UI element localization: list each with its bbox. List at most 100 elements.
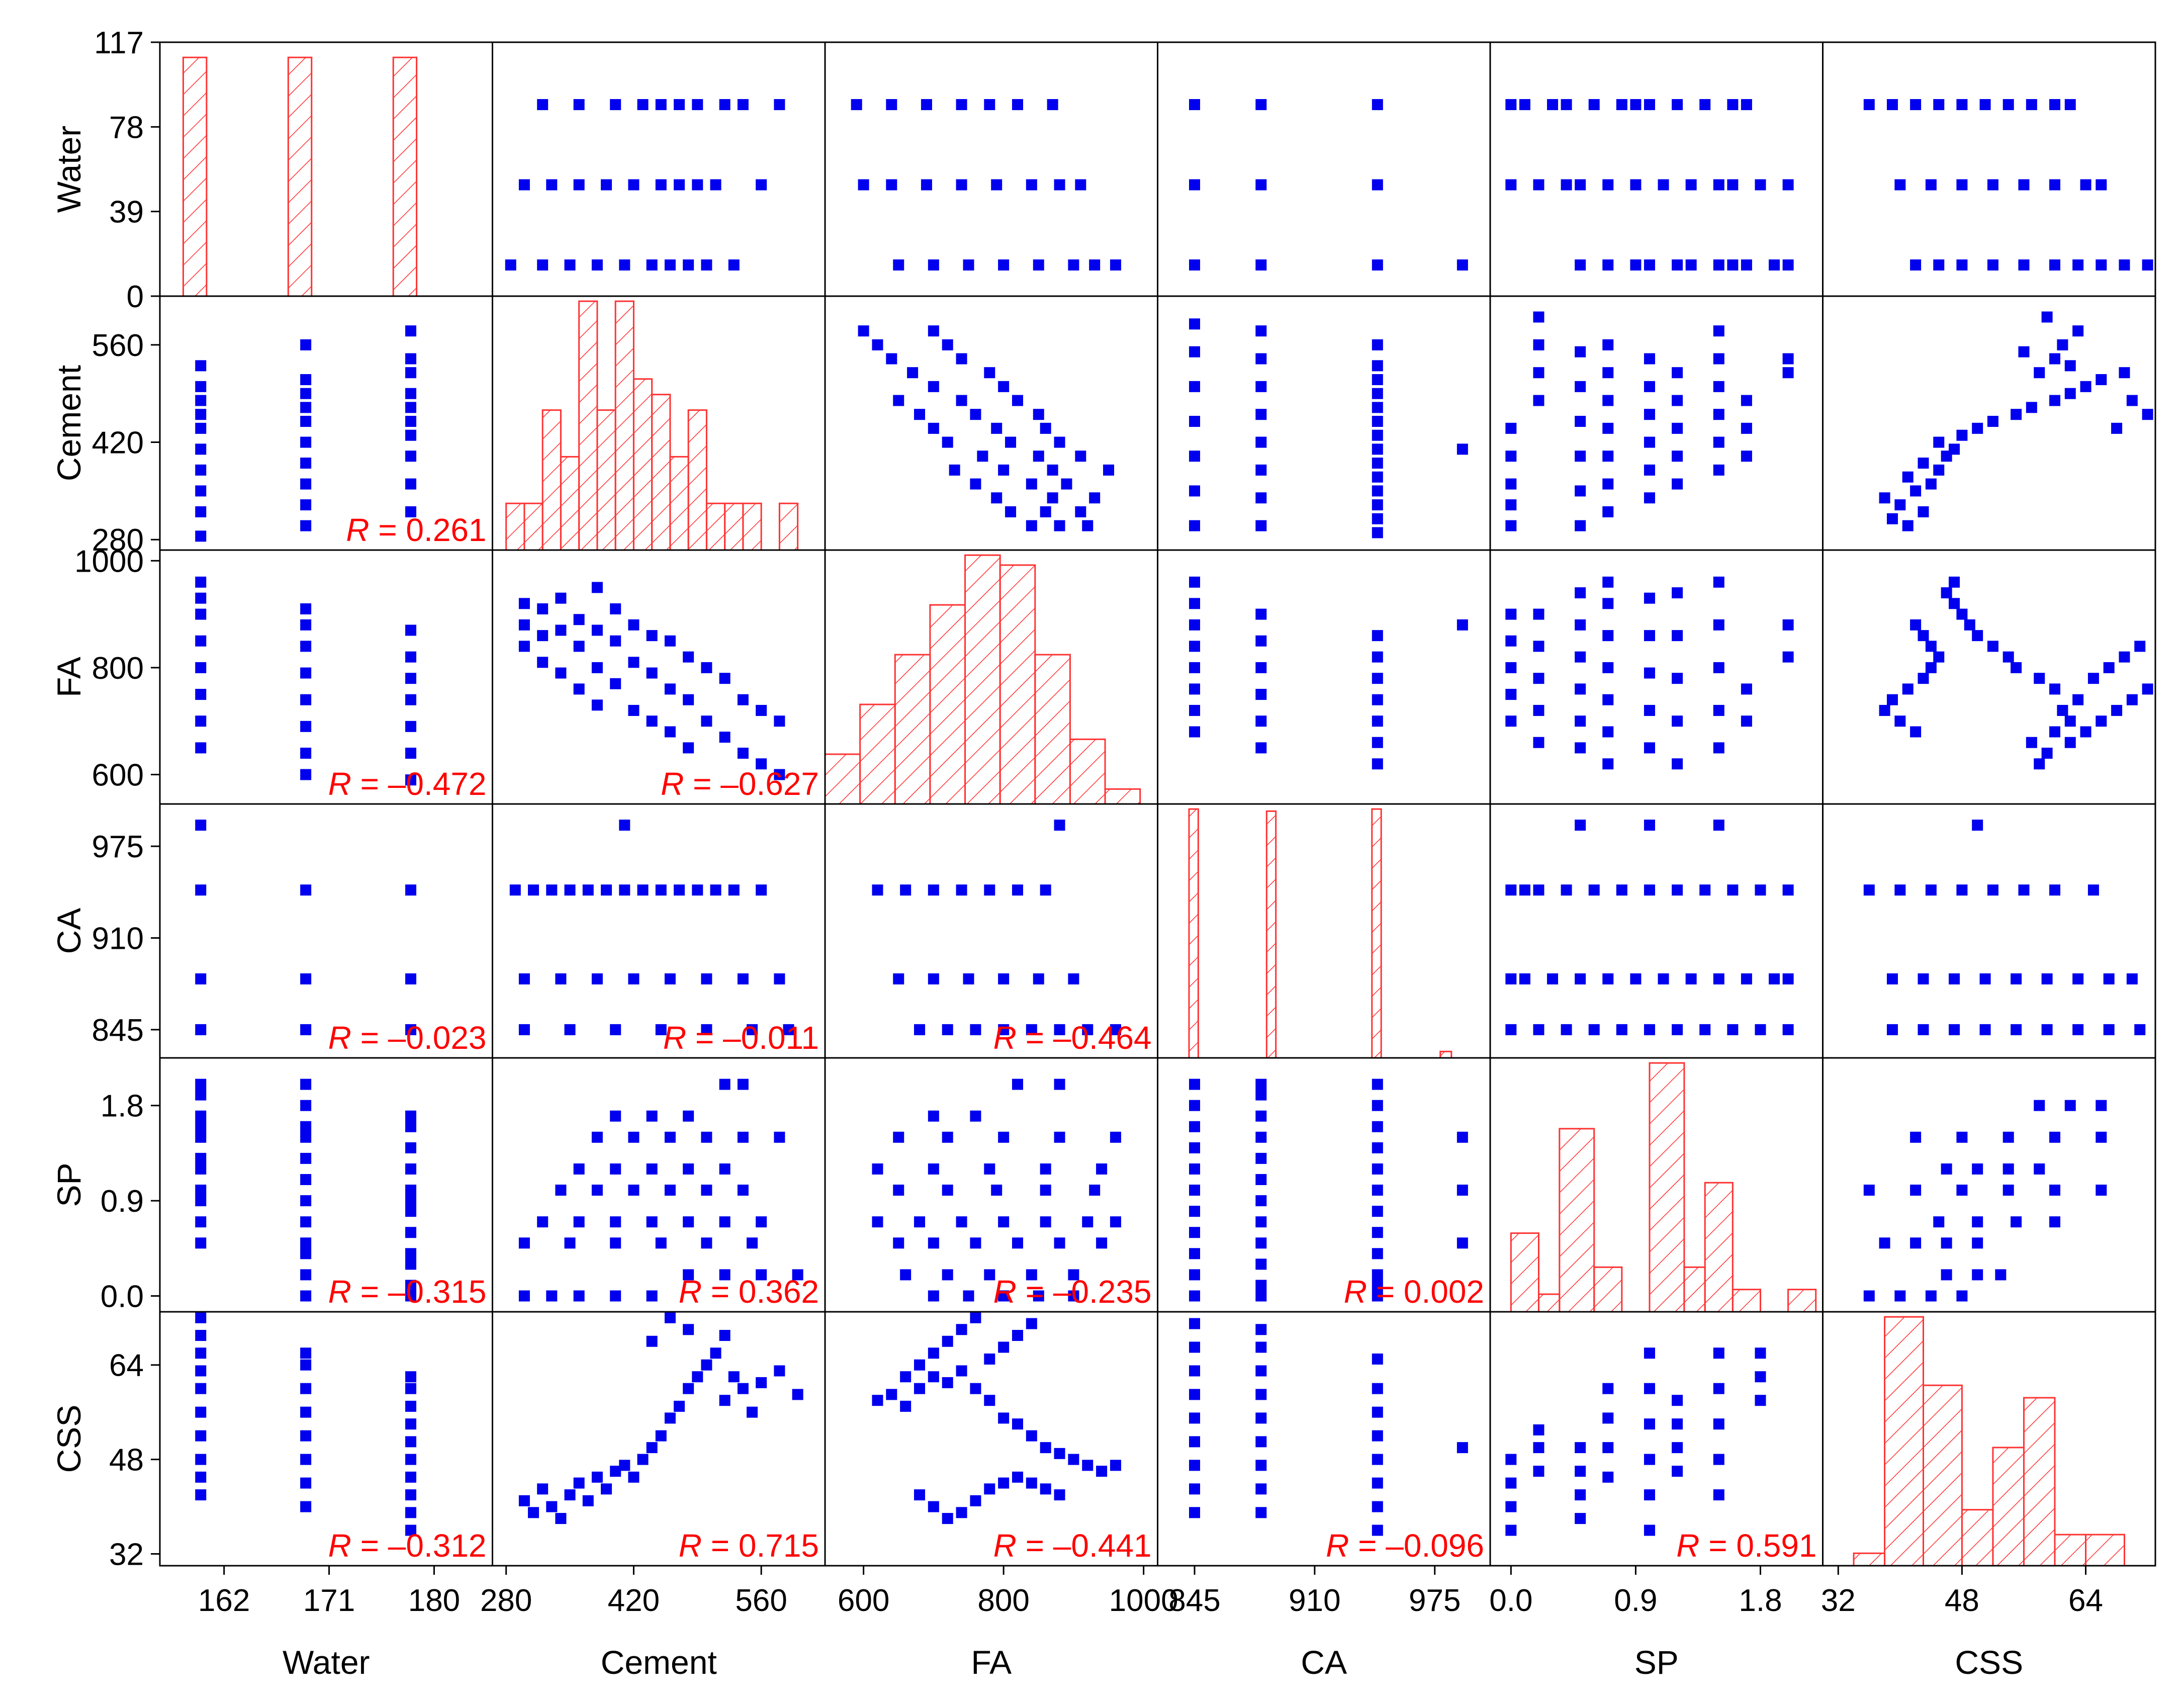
scatter-point [1755,1371,1766,1383]
scatter-point [719,1216,731,1228]
scatter-point [970,1237,981,1249]
x-tick-label: 600 [838,1583,889,1618]
scatter-point [674,884,685,896]
scatter-point [1372,443,1383,455]
scatter-point [2072,694,2084,705]
scatter-point [1533,641,1544,652]
scatter-point [1713,619,1724,631]
scatter-point [701,1131,712,1143]
x-axis-title-cement: Cement [601,1644,717,1681]
scatter-point [1575,451,1586,462]
scatter-point [405,624,417,636]
scatter-point [1189,485,1200,497]
scatter-point [942,1185,953,1196]
scatter-point [1755,179,1766,191]
hist-bar-cement-3 [560,456,580,551]
scatter-point [591,259,603,271]
scatter-point [646,630,658,642]
scatter-point [1026,1430,1037,1442]
scatter-point [1189,1290,1200,1302]
scatter-point [591,1471,603,1483]
scatter-point [1972,1237,1983,1249]
scatter-point [1033,451,1044,462]
hist-bar-cement-6 [614,300,634,551]
scatter-point [2072,325,2084,337]
scatter-point [1054,1448,1065,1459]
x-tick-label: 420 [608,1583,660,1618]
scatter-point [928,259,939,271]
cell-frame [492,41,826,297]
scatter-point [1054,1237,1065,1249]
y-tick-label: 0.9 [101,1184,144,1219]
scatter-point [1644,704,1655,716]
scatter-point [1672,587,1683,599]
scatter-point [573,683,585,695]
scatter-point [942,1131,953,1143]
scatter-point [1189,520,1200,531]
scatter-point [719,1329,731,1341]
scatter-point [1189,1079,1200,1090]
scatter-point [970,1024,981,1035]
scatter-point [737,1185,749,1196]
scatter-point [1047,464,1058,476]
scatter-point [195,1348,207,1359]
hist-bar-cement-7 [632,378,653,551]
scatter-point [1255,1216,1267,1228]
scatter-point [1372,1142,1383,1153]
scatter-point [737,1131,749,1143]
scatter-point [1672,259,1683,271]
scatter-point [942,1335,953,1347]
scatter-point [628,619,640,631]
x-tick-label: 32 [1821,1583,1856,1618]
scatter-point [1863,1290,1875,1302]
scatter-point [655,179,667,191]
scatter-point [1644,1418,1655,1430]
scatter-point [555,1513,567,1524]
scatter-point [756,884,767,896]
scatter-point [2049,1185,2061,1196]
scatter-point [998,464,1010,476]
hist-bar-css-1 [1884,1316,1924,1567]
scatter-point [1189,1121,1200,1132]
scatter-point [300,416,312,427]
scatter-point [1040,1216,1051,1228]
x-axis-title-css: CSS [1955,1644,2023,1681]
scatter-point [998,1412,1010,1424]
scatter-point [1933,1216,1945,1228]
scatter-point [1602,630,1614,642]
scatter-point [2072,973,2084,984]
scatter-point [984,1269,995,1281]
scatter-point [1372,694,1383,705]
scatter-point [405,451,417,462]
hist-bar-cement-4 [578,300,598,551]
x-tick-label: 800 [977,1583,1029,1618]
scatter-point [1533,1466,1544,1477]
scatter-point [963,1290,974,1302]
scatter-point [300,1269,312,1281]
scatter-point [893,973,904,984]
scatter-point [1255,464,1267,476]
scatter-point [300,1477,312,1489]
scatter-point [1713,353,1724,365]
scatter-point [1644,884,1655,896]
scatter-point [1189,619,1200,631]
scatter-point [921,179,932,191]
scatter-point [893,1185,904,1196]
cell-frame [159,41,493,297]
scatter-point [737,1383,749,1394]
scatter-point [1372,1383,1383,1394]
scatter-point [928,325,939,337]
scatter-point [2064,99,2076,111]
scatter-point [591,1185,603,1196]
scatter-point [956,1507,967,1518]
scatter-point [1372,737,1383,748]
scatter-point [1972,630,1983,642]
scatter-point [1026,1477,1037,1489]
scatter-point [2080,381,2091,392]
scatter-point [664,973,676,984]
scatter-point [1505,973,1517,984]
scatter-point [2096,1185,2107,1196]
scatter-point [872,1216,883,1228]
scatter-point [1575,587,1586,599]
hist-bar-cement-0 [505,502,525,551]
